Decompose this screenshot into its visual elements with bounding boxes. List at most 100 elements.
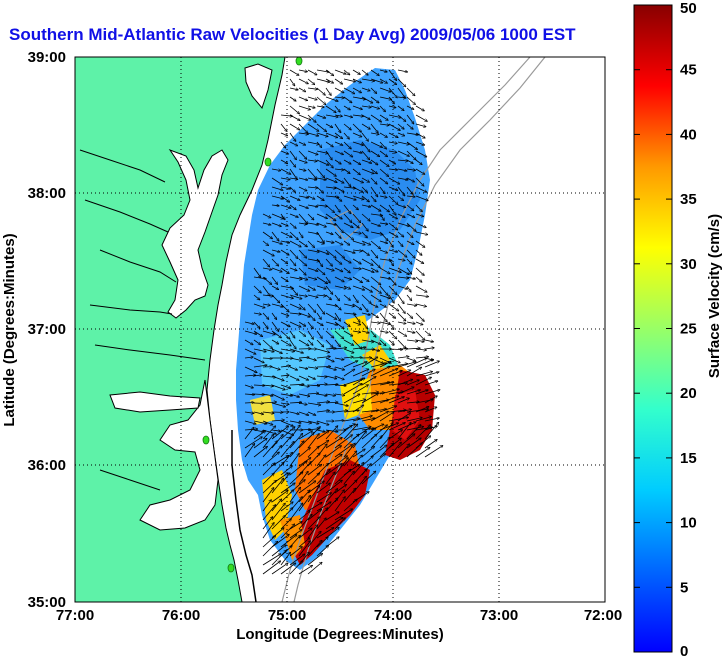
delaware-bay: [244, 63, 273, 110]
velocity-vector: [325, 480, 342, 494]
y-axis-label: Latitude (Degrees:Minutes): [1, 233, 18, 426]
velocity-vector: [253, 276, 266, 279]
velocity-vector: [379, 177, 388, 184]
velocity-vector: [343, 434, 359, 449]
velocity-vector: [361, 78, 374, 81]
velocity-vector: [388, 397, 404, 404]
velocity-vector: [397, 277, 409, 278]
velocity-vector: [361, 418, 375, 422]
velocity-vector: [316, 168, 325, 178]
velocity-vector: [415, 213, 424, 217]
velocity-vector: [316, 455, 326, 467]
velocity-vector: [361, 377, 376, 386]
velocity-vector: [298, 150, 307, 159]
velocity-vector: [334, 222, 343, 233]
velocity-vector: [406, 425, 421, 440]
velocity-vector: [316, 376, 327, 377]
velocity-vector: [298, 312, 310, 317]
velocity-vector: [424, 381, 438, 386]
velocity-vector: [280, 258, 288, 264]
velocity-vector: [316, 205, 327, 206]
velocity-vector: [343, 294, 350, 300]
velocity-vector: [406, 141, 417, 150]
velocity-vector: [379, 159, 389, 166]
velocity-vector: [334, 303, 341, 310]
velocity-vector: [406, 105, 414, 109]
velocity-vector: [352, 186, 363, 192]
velocity-vector: [352, 132, 362, 137]
velocity-vector: [271, 393, 284, 400]
velocity-vector: [271, 339, 279, 344]
velocity-vector: [370, 105, 379, 109]
velocity-vector: [397, 322, 406, 324]
velocity-vector: [343, 78, 355, 82]
velocity-vector: [307, 531, 321, 548]
velocity-vector: [307, 312, 315, 321]
velocity-vector: [370, 150, 380, 157]
velocity-vector: [415, 417, 431, 422]
velocity-vector: [370, 400, 389, 404]
velocity-vector: [244, 357, 253, 358]
velocity-vector: [271, 285, 279, 290]
velocity-vector: [298, 357, 309, 358]
velocity-vector: [379, 406, 397, 413]
velocity-vector: [352, 339, 362, 349]
velocity-vector: [316, 285, 326, 289]
velocity-vector: [370, 240, 380, 249]
velocity-vector: [352, 159, 361, 165]
velocity-vector: [379, 141, 386, 149]
velocity-vector: [307, 213, 314, 220]
velocity-vector: [397, 177, 408, 180]
y-axis: 39:00 38:00 37:00 36:00 35:00 Latitude (…: [1, 49, 66, 611]
velocity-vector: [406, 402, 419, 403]
velocity-vector: [415, 168, 425, 174]
velocity-vector: [370, 348, 380, 351]
velocity-vector: [343, 357, 353, 358]
velocity-vector: [289, 402, 302, 403]
velocity-vector: [397, 312, 406, 321]
velocity-vector: [415, 258, 424, 263]
velocity-vector: [361, 132, 368, 141]
velocity-vector: [307, 434, 319, 449]
velocity-vector: [298, 114, 311, 120]
velocity-vector: [352, 250, 362, 251]
velocity-vector: [244, 330, 257, 334]
velocity-vector: [334, 357, 344, 360]
velocity-vector: [415, 114, 427, 121]
velocity-vector: [271, 213, 284, 219]
river-lines: [79, 149, 206, 491]
velocity-vector: [244, 394, 255, 395]
velocity-vector: [262, 285, 270, 296]
velocity-vector: [325, 87, 331, 95]
velocity-vector: [343, 231, 354, 240]
velocity-vector: [325, 375, 337, 379]
velocity-vector: [298, 321, 306, 326]
velocity-vector: [271, 222, 281, 226]
velocity-vector: [352, 105, 362, 109]
velocity-vector: [406, 276, 415, 279]
velocity-vector: [298, 375, 309, 380]
velocity-vector: [289, 240, 301, 247]
velocity-vector: [262, 376, 276, 377]
velocity-vector: [361, 393, 378, 404]
velocity-vector: [289, 522, 302, 530]
velocity-vector: [289, 530, 302, 539]
velocity-vector: [388, 177, 400, 184]
velocity-vector: [361, 285, 372, 292]
velocity-vector: [397, 370, 411, 377]
velocity-vector: [316, 303, 325, 314]
velocity-vector: [289, 294, 302, 299]
velocity-vector: [262, 249, 274, 256]
colorbar-tick-label: 45: [680, 62, 697, 79]
y-tick-label: 39:00: [28, 49, 66, 66]
velocity-vector: [244, 444, 255, 458]
velocity-vector: [244, 339, 253, 345]
velocity-vector: [334, 469, 351, 485]
velocity-vector: [379, 331, 388, 333]
velocity-vector: [307, 258, 320, 261]
velocity-vector: [379, 204, 389, 212]
velocity-vector: [352, 150, 362, 153]
velocity-vector: [307, 195, 315, 199]
